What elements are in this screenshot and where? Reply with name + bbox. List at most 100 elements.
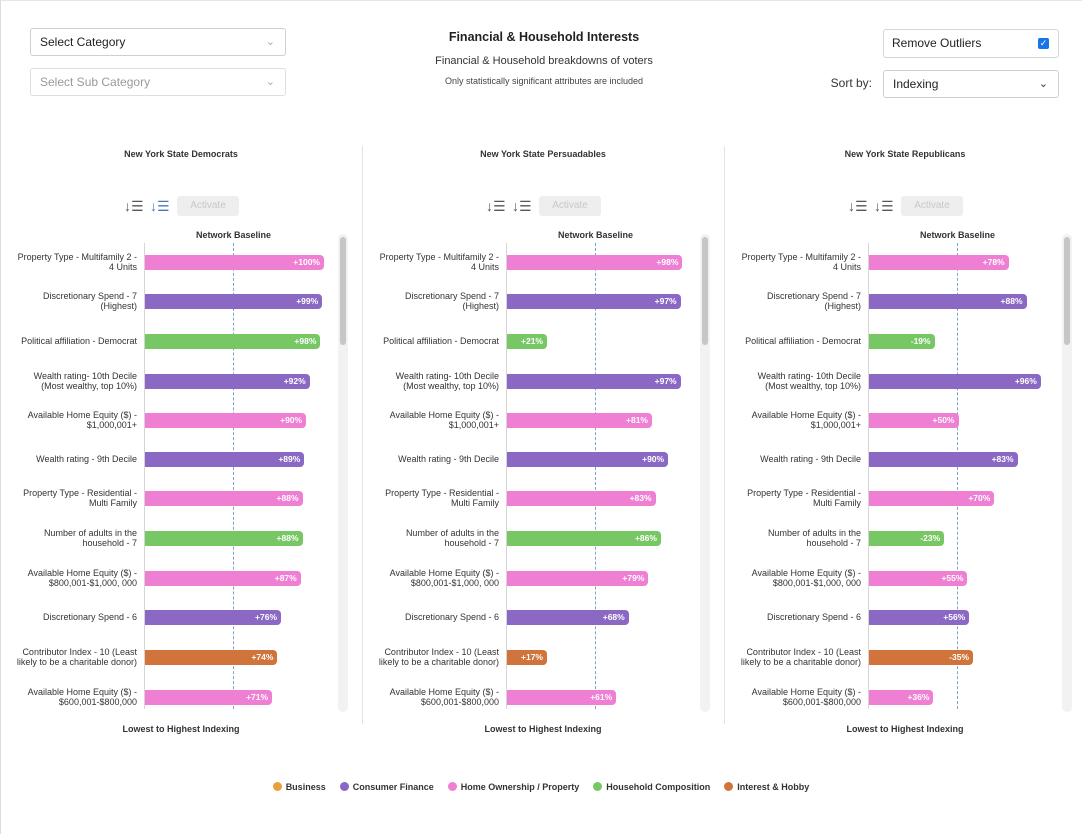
attribute-label: Political affiliation - Democrat	[745, 335, 861, 346]
index-bar[interactable]: +56%	[869, 609, 970, 625]
audience-panel: New York State Republicans ↓☰ ↓☰ Activate Ne…	[724, 146, 1072, 746]
attribute-label: Contributor Index - 10 (Least likely to …	[740, 646, 861, 668]
attribute-label: Number of adults in the household - 7	[767, 527, 861, 549]
sort-descending-icon[interactable]: ↓☰	[486, 198, 506, 214]
legend-dot-icon	[447, 782, 457, 791]
index-bar[interactable]: +71%	[145, 689, 273, 705]
attribute-label: Wealth rating - 9th Decile	[398, 453, 499, 464]
scrollbar-thumb[interactable]	[1064, 237, 1070, 345]
index-bar[interactable]: +100%	[145, 254, 324, 270]
subcategory-select[interactable]: Select Sub Category ⌄	[30, 68, 286, 96]
attribute-label: Available Home Equity ($) - $600,001-$80…	[27, 686, 137, 708]
chevron-down-icon: ⌄	[265, 76, 275, 88]
index-bar[interactable]: +96%	[869, 373, 1041, 389]
panel-title: New York State Persuadables	[480, 149, 606, 159]
index-bar[interactable]: +68%	[507, 609, 629, 625]
attribute-label: Available Home Equity ($) - $1,000,001+	[389, 409, 499, 431]
attribute-label: Discretionary Spend - 7 (Highest)	[404, 290, 499, 312]
index-bar[interactable]: +70%	[869, 490, 995, 506]
sort-by-select[interactable]: Indexing ⌄	[883, 70, 1059, 98]
network-baseline-label: Network Baseline	[558, 230, 634, 240]
remove-outliers-checkbox[interactable]: ✓	[1038, 38, 1049, 49]
index-bar[interactable]: +90%	[507, 451, 669, 467]
index-bar[interactable]: +74%	[145, 649, 278, 665]
index-bar[interactable]: +88%	[869, 293, 1027, 309]
index-bar[interactable]: -35%	[869, 649, 973, 665]
attribute-label: Wealth rating- 10th Decile (Most wealthy…	[33, 370, 137, 392]
index-bar[interactable]: +98%	[145, 333, 321, 349]
index-bar[interactable]: +55%	[869, 570, 968, 586]
scrollbar-thumb[interactable]	[340, 237, 346, 345]
page-title: Financial & Household Interests	[448, 30, 640, 44]
panel-title: New York State Democrats	[124, 149, 238, 159]
legend-item: Household Composition	[593, 782, 710, 792]
attribute-label: Available Home Equity ($) - $1,000,001+	[27, 409, 137, 431]
index-bar[interactable]: +98%	[507, 254, 683, 270]
index-bar[interactable]: +79%	[507, 570, 649, 586]
scrollbar-thumb[interactable]	[702, 237, 708, 345]
index-bar[interactable]: +50%	[869, 412, 959, 428]
panel-divider	[724, 146, 725, 724]
activate-button[interactable]: Activate	[177, 196, 239, 216]
chart-axis	[144, 243, 145, 709]
index-bar[interactable]: +21%	[507, 333, 547, 349]
legend-label: Business	[285, 782, 326, 792]
network-baseline-line	[957, 243, 958, 709]
sort-descending-icon[interactable]: ↓☰	[848, 198, 868, 214]
attribute-label: Political affiliation - Democrat	[383, 335, 499, 346]
index-bar[interactable]: +97%	[507, 373, 681, 389]
attribute-label: Available Home Equity ($) - $800,001-$1,…	[751, 567, 861, 589]
attribute-label: Wealth rating - 9th Decile	[36, 453, 137, 464]
attribute-label: Discretionary Spend - 6	[766, 611, 861, 622]
sort-ascending-icon[interactable]: ↓☰	[874, 198, 894, 214]
index-bar[interactable]: +17%	[507, 649, 547, 665]
chart-scrollbar[interactable]	[338, 234, 348, 712]
subcategory-select-label: Select Sub Category	[40, 75, 151, 89]
index-bar[interactable]: -23%	[869, 530, 945, 546]
index-bar[interactable]: -19%	[869, 333, 935, 349]
index-bar[interactable]: +81%	[507, 412, 652, 428]
activate-button[interactable]: Activate	[539, 196, 601, 216]
legend-label: Home Ownership / Property	[460, 782, 580, 792]
index-bar[interactable]: +88%	[145, 530, 303, 546]
index-bar[interactable]: +76%	[145, 609, 282, 625]
index-bar[interactable]: +83%	[507, 490, 656, 506]
remove-outliers-label: Remove Outliers	[892, 36, 982, 50]
attribute-label: Wealth rating- 10th Decile (Most wealthy…	[757, 370, 861, 392]
attribute-label: Number of adults in the household - 7	[405, 527, 499, 549]
index-bar[interactable]: +89%	[145, 451, 305, 467]
panel-footer: Lowest to Highest Indexing	[846, 724, 964, 734]
index-bar[interactable]: +36%	[869, 689, 934, 705]
chart-scrollbar[interactable]	[700, 234, 710, 712]
panel-title: New York State Republicans	[844, 149, 966, 159]
sort-descending-icon[interactable]: ↓☰	[124, 198, 144, 214]
activate-button[interactable]: Activate	[901, 196, 963, 216]
sort-ascending-icon[interactable]: ↓☰	[150, 198, 170, 214]
attribute-label: Available Home Equity ($) - $600,001-$80…	[389, 686, 499, 708]
index-bar[interactable]: +88%	[145, 490, 303, 506]
index-bar[interactable]: +90%	[145, 412, 307, 428]
chart-scrollbar[interactable]	[1062, 234, 1072, 712]
index-bar[interactable]: +99%	[145, 293, 323, 309]
index-bar[interactable]: +92%	[145, 373, 310, 389]
sort-ascending-icon[interactable]: ↓☰	[512, 198, 532, 214]
legend-dot-icon	[593, 782, 603, 791]
remove-outliers-toggle[interactable]: Remove Outliers ✓	[883, 29, 1059, 58]
index-bar[interactable]: +83%	[869, 451, 1018, 467]
index-bar[interactable]: +86%	[507, 530, 661, 546]
audience-panel: New York State Democrats ↓☰ ↓☰ Activate Netw…	[0, 146, 348, 746]
audience-panel: New York State Persuadables ↓☰ ↓☰ Activate N…	[362, 146, 710, 746]
index-bar[interactable]: +87%	[145, 570, 301, 586]
legend-item: Home Ownership / Property	[447, 782, 580, 792]
index-bar[interactable]: +78%	[869, 254, 1009, 270]
attribute-label: Discretionary Spend - 7 (Highest)	[766, 290, 861, 312]
index-bar[interactable]: +61%	[507, 689, 617, 705]
attribute-label: Property Type - Residential - Multi Fami…	[747, 487, 861, 509]
index-bar[interactable]: +97%	[507, 293, 681, 309]
legend-dot-icon	[272, 782, 282, 791]
attribute-label: Discretionary Spend - 7 (Highest)	[42, 290, 137, 312]
legend-item: Consumer Finance	[339, 782, 434, 792]
network-baseline-line	[233, 243, 234, 709]
attribute-label: Number of adults in the household - 7	[43, 527, 137, 549]
category-select[interactable]: Select Category ⌄	[30, 28, 286, 56]
